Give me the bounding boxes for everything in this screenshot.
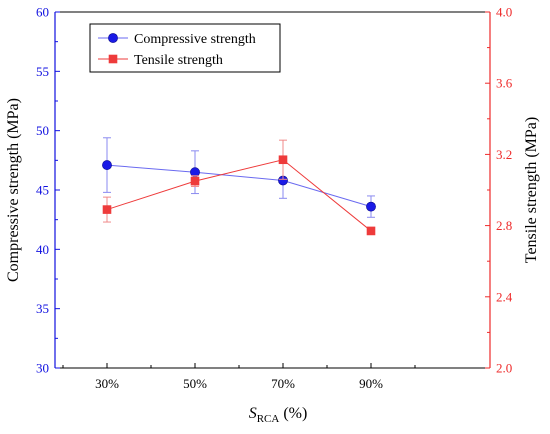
- x-axis-label-main: S: [249, 405, 257, 422]
- data-point: [366, 201, 376, 212]
- y-left-tick-label: 55: [36, 64, 49, 79]
- legend-marker: [108, 54, 118, 64]
- y-left-axis-label: Compressive strength (MPa): [5, 98, 22, 282]
- y-right-tick-label: 2.8: [496, 218, 512, 233]
- series-2: [102, 139, 376, 236]
- y-left-tick-label: 30: [36, 361, 49, 376]
- x-axis-label-subscript: RCA: [257, 413, 280, 425]
- y-right-tick-label: 2.0: [496, 361, 512, 376]
- y-left-tick-label: 60: [36, 5, 49, 20]
- x-axis-label: SRCA (%): [249, 405, 308, 425]
- y-right-axis-label: Tensile strength (MPa): [523, 117, 540, 263]
- legend-label: Tensile strength: [134, 53, 223, 68]
- series-line: [106, 164, 372, 208]
- data-point: [278, 155, 288, 165]
- y-right-tick-label: 3.2: [496, 147, 512, 162]
- legend-box: [89, 23, 281, 73]
- x-tick-label: 30%: [95, 376, 119, 391]
- data-point: [102, 205, 112, 214]
- series-1: [102, 137, 376, 218]
- legend-label: Compressive strength: [134, 32, 256, 47]
- y-left-tick-label: 40: [36, 242, 49, 257]
- series-line: [106, 159, 372, 232]
- x-axis-label-unit: (%): [279, 405, 307, 422]
- axis-ticks: 30 35 40 45 50 55 60 2.0 2.4 2.8 3.2 3.6 4.0 30% 50% 70…: [36, 5, 513, 392]
- series-layer: [102, 137, 376, 236]
- legend: Compressive strength Tensile strength: [89, 23, 281, 73]
- x-tick-label: 50%: [183, 376, 207, 391]
- x-tick-label: 70%: [271, 376, 295, 391]
- y-right-tick-label: 3.6: [496, 76, 513, 91]
- y-left-tick-label: 35: [36, 301, 49, 316]
- y-right-tick-label: 2.4: [496, 289, 513, 304]
- data-point: [190, 176, 200, 186]
- y-left-tick-label: 50: [36, 123, 49, 138]
- x-tick-label: 90%: [359, 376, 383, 391]
- y-right-tick-label: 4.0: [496, 5, 512, 20]
- legend-marker: [108, 33, 118, 43]
- data-point: [366, 226, 376, 236]
- y-left-tick-label: 45: [36, 183, 49, 198]
- data-point: [102, 160, 112, 170]
